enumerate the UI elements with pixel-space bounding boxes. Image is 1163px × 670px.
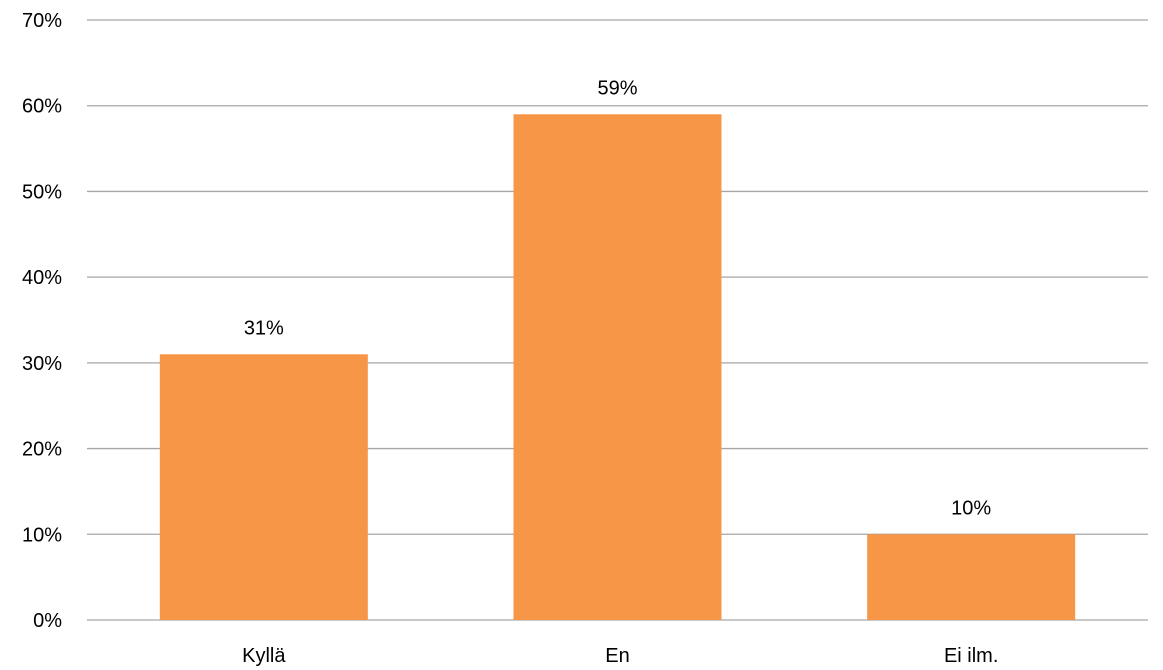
x-tick-label-0: Kyllä — [242, 645, 286, 667]
data-label-1: 59% — [597, 77, 637, 99]
data-label-0: 31% — [244, 317, 284, 339]
y-tick-label: 10% — [22, 524, 62, 546]
y-tick-label: 60% — [22, 96, 62, 118]
x-axis-tick-labels: Kyllä En Ei ilm. — [242, 645, 998, 667]
y-axis-tick-labels: 0% 10% 20% 30% 40% 50% 60% 70% — [22, 10, 62, 632]
y-tick-label: 20% — [22, 439, 62, 461]
bar-2 — [867, 534, 1076, 620]
x-tick-label-2: Ei ilm. — [944, 645, 998, 667]
y-tick-label: 70% — [22, 10, 62, 32]
y-tick-label: 0% — [33, 610, 62, 632]
x-tick-label-1: En — [605, 645, 629, 667]
bar-0 — [159, 354, 368, 620]
bars — [159, 114, 1076, 621]
y-tick-label: 30% — [22, 353, 62, 375]
data-labels: 31% 59% 10% — [244, 77, 992, 519]
bar-1 — [513, 114, 722, 621]
y-tick-label: 50% — [22, 181, 62, 203]
y-tick-label: 40% — [22, 267, 62, 289]
data-label-2: 10% — [951, 497, 991, 519]
